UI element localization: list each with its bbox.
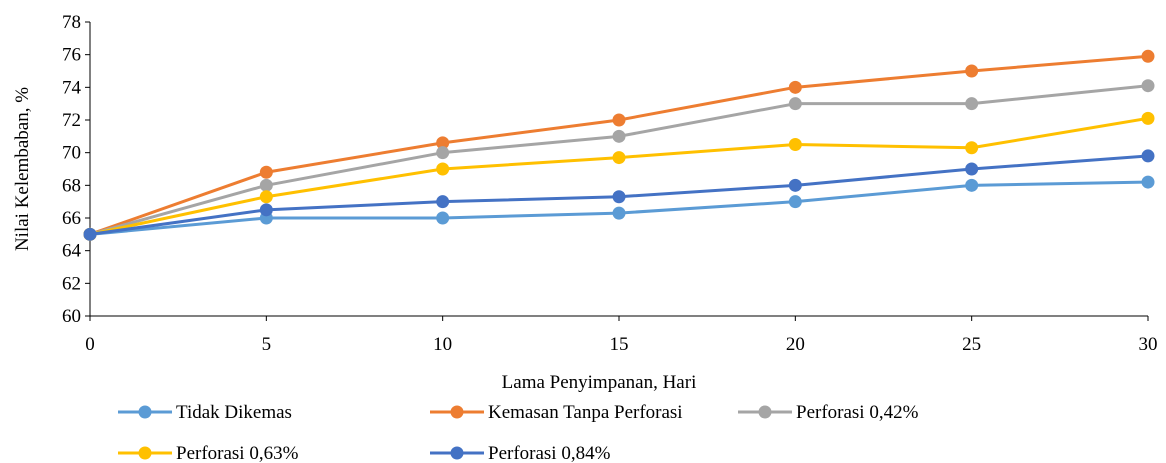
data-point	[259, 178, 273, 192]
legend-item: Perforasi 0,84%	[430, 443, 611, 463]
legend-swatch-marker	[138, 446, 152, 460]
legend-label: Perforasi 0,84%	[488, 443, 611, 463]
x-tick-label: 25	[962, 334, 981, 355]
data-point	[259, 203, 273, 217]
data-point	[1141, 175, 1155, 189]
y-axis-label: Nilai Kelembaban, %	[12, 87, 33, 251]
legend: Tidak Dikemas Kemasan Tanpa Perforasi Perf…	[118, 402, 919, 463]
legend-item: Tidak Dikemas	[118, 402, 292, 423]
data-point	[1141, 111, 1155, 125]
legend-label: Tidak Dikemas	[176, 402, 292, 423]
series-5	[83, 149, 1155, 241]
y-tick-label: 76	[62, 45, 81, 66]
legend-swatch-marker	[758, 405, 772, 419]
y-tick-label: 68	[62, 175, 81, 196]
legend-item: Perforasi 0,42%	[738, 402, 919, 423]
data-point	[788, 178, 802, 192]
y-tick-label: 64	[62, 241, 82, 262]
data-point	[436, 162, 450, 176]
legend-label: Perforasi 0,63%	[176, 443, 299, 463]
data-point	[612, 206, 626, 220]
x-tick-label: 0	[85, 334, 95, 355]
data-point	[259, 190, 273, 204]
legend-swatch-marker	[450, 446, 464, 460]
y-tick-label: 62	[62, 273, 81, 294]
data-point	[259, 165, 273, 179]
data-point	[965, 97, 979, 111]
data-point	[436, 136, 450, 150]
data-point	[612, 151, 626, 165]
legend-item: Kemasan Tanpa Perforasi	[430, 402, 683, 423]
data-point	[965, 162, 979, 176]
y-tick-label: 74	[62, 77, 82, 98]
data-point	[436, 146, 450, 160]
data-point	[612, 129, 626, 143]
data-point	[788, 97, 802, 111]
data-point	[612, 190, 626, 204]
data-point	[436, 211, 450, 225]
data-point	[788, 138, 802, 151]
data-point	[612, 113, 626, 127]
ticks: 60 62 64 66 68 70 72 74 76 78 0 5 10 15 20 25 30	[62, 12, 1158, 355]
x-tick-label: 5	[262, 334, 272, 355]
y-tick-label: 72	[62, 110, 81, 131]
x-tick-label: 20	[786, 334, 805, 355]
x-tick-label: 10	[433, 334, 452, 355]
data-point	[1141, 149, 1155, 163]
legend-swatch-marker	[138, 405, 152, 419]
data-point	[1141, 79, 1155, 93]
data-point	[965, 64, 979, 78]
data-point	[788, 80, 802, 94]
data-point	[83, 227, 97, 241]
y-tick-label: 60	[62, 306, 81, 327]
x-axis-label: Lama Penyimpanan, Hari	[502, 372, 697, 393]
series-1	[83, 175, 1155, 241]
legend-item: Perforasi 0,63%	[118, 443, 299, 463]
y-tick-label: 70	[62, 143, 81, 164]
data-point	[1141, 49, 1155, 63]
x-tick-label: 15	[610, 334, 629, 355]
x-tick-label: 30	[1139, 334, 1158, 355]
series-layer	[83, 49, 1155, 241]
legend-swatch-marker	[450, 405, 464, 419]
data-point	[436, 195, 450, 209]
y-tick-label: 66	[62, 208, 81, 229]
data-point	[965, 178, 979, 192]
legend-label: Perforasi 0,42%	[796, 402, 919, 423]
legend-label: Kemasan Tanpa Perforasi	[488, 402, 683, 423]
data-point	[965, 141, 979, 155]
y-tick-label: 78	[62, 12, 81, 33]
data-point	[788, 195, 802, 209]
